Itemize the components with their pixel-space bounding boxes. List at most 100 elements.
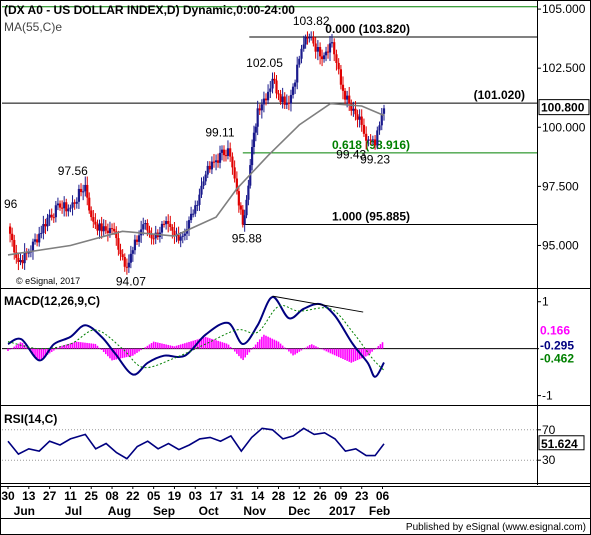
macd-value-box-0 [539,324,578,338]
macd-hist-bar-15 [38,348,41,361]
x-tick-label-7: 05 [147,489,161,503]
candle-body-75 [165,221,168,225]
macd-hist-bar-37 [84,342,86,349]
candle-body-135 [287,102,290,104]
candle-body-178 [378,125,381,131]
candle-body-58 [129,253,132,263]
macd-hist-bar-25 [59,346,61,349]
candle-body-85 [185,229,189,234]
macd-hist-bar-127 [271,338,274,349]
candle-body-60 [133,239,137,251]
candle-body-2 [13,240,16,253]
macd-hist-bar-60 [132,348,134,356]
candle-body-7 [23,251,26,264]
x-axis: 30 13 27 11 25 08 22 05 19 03 17 31 14 28 12 26 09 23 06 Ju… [1,486,390,518]
candle-body-87 [189,213,193,221]
candle-body-5 [19,260,22,262]
macd-hist-bar-144 [306,346,309,349]
candle-body-145 [308,37,311,39]
candle-body-121 [258,108,261,111]
macd-hist-bar-0 [7,348,9,352]
candle-body-69 [152,238,155,240]
macd-hist-bar-164 [348,348,351,362]
candle-body-33 [77,188,81,202]
candle-body-107 [231,156,234,168]
candle-body-12 [33,239,37,242]
x-tick-label-10: 17 [209,489,223,503]
price-annotation-1: 97.56 [58,164,88,178]
macd-hist-bar-99 [213,339,215,349]
candle-body-43 [98,223,101,231]
candle-body-134 [285,102,288,105]
candle-body-119 [254,126,257,133]
macd-hist-bar-68 [148,344,151,349]
candle-body-46 [104,226,107,231]
candle-body-132 [281,96,284,102]
candle-body-129 [275,80,278,94]
candle-body-92 [200,185,203,195]
macd-hist-bar-162 [344,348,346,360]
price-annotation-7: 99.43 [336,148,366,162]
macd-hist-bar-31 [71,342,74,349]
candle-body-166 [352,108,355,111]
price-annotation-3: 99.11 [205,125,234,139]
price-ytick-label-4: 105.000 [542,2,586,16]
candle-body-106 [229,148,232,157]
candle-body-167 [354,108,357,115]
candle-body-25 [60,207,64,209]
macd-hist-bar-126 [269,337,271,349]
rsi-value-label: 51.624 [541,437,578,451]
candle-body-79 [173,230,176,236]
x-tick-label-4: 25 [85,489,99,503]
candle-body-53 [119,249,122,255]
macd-hist-bar-2 [11,348,13,349]
macd-hist-bar-111 [238,348,240,357]
candle-body-16 [42,224,45,233]
macd-hist-bar-80 [173,346,176,349]
macd-hist-bar-170 [360,348,363,359]
x-tick-label-5: 08 [105,489,119,503]
candle-body-123 [262,98,266,105]
macd-hist-bar-43 [96,345,99,349]
x-tick-label-11: 31 [230,489,244,503]
macd-hist-bar-3 [13,346,16,349]
macd-hist-bar-158 [335,348,338,357]
candle-body-180 [382,108,386,114]
macd-hist-bar-12 [32,348,34,354]
macd-value-label-2: -0.462 [540,352,574,366]
macd-hist-bar-133 [283,347,286,349]
candle-body-122 [260,104,263,111]
candle-body-61 [135,239,139,242]
macd-hist-bar-67 [146,345,149,349]
candle-body-140 [298,58,301,65]
candle-body-34 [79,188,83,193]
macd-hist-bar-110 [236,348,238,354]
candle-body-141 [300,48,303,59]
price-annotation-4: 95.88 [232,232,262,246]
candle-body-111 [239,205,242,210]
candle-body-162 [343,90,347,100]
candle-body-68 [150,233,153,239]
candle-body-17 [44,224,47,227]
candle-body-101 [218,152,222,163]
candle-body-117 [251,147,254,166]
rsi-ytick-label-1: 30 [542,453,556,467]
candle-body-32 [75,201,78,204]
macd-hist-bar-77 [167,344,170,349]
candle-body-115 [247,185,250,200]
macd-hist-bar-152 [323,348,326,351]
candle-body-138 [294,82,297,87]
candle-body-35 [82,191,85,193]
candle-body-143 [304,37,307,45]
candle-body-169 [358,116,361,120]
candle-body-38 [88,197,91,211]
price-chart-title: (DX A0 - US DOLLAR INDEX,D) Dynamic,0:00… [4,3,295,17]
candle-body-40 [92,217,95,222]
candle-body-156 [330,42,334,44]
candle-body-152 [322,55,326,60]
macd-hist-bar-26 [61,345,63,349]
macd-hist-bar-16 [40,348,43,359]
candle-body-103 [222,149,226,156]
macd-hist-bar-49 [109,348,111,359]
